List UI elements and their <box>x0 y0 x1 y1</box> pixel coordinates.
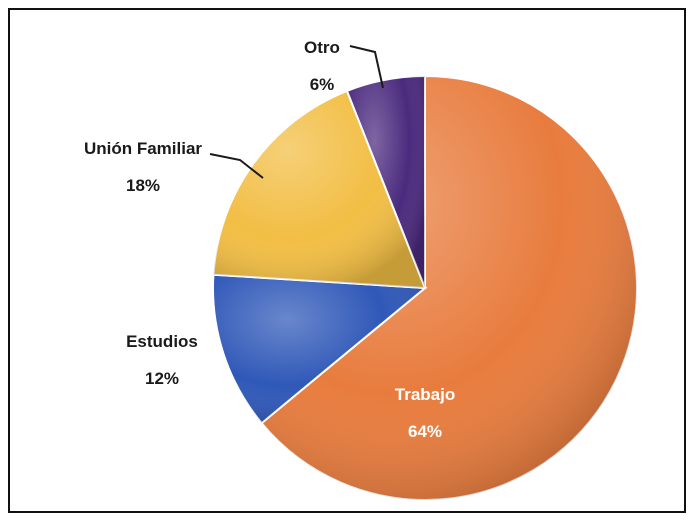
slice-value-estudios: 12% <box>145 369 179 388</box>
pie-slice-shading-trabajo <box>261 76 638 500</box>
leader-line-otro <box>349 45 384 89</box>
pie-slice-shading-otro <box>346 76 425 288</box>
leader-line-unión-familiar <box>209 153 264 179</box>
slice-value-otro: 6% <box>310 75 335 94</box>
pie-slice-shading-unión-familiar <box>213 90 425 288</box>
slice-label-unión-familiar: Unión Familiar <box>84 139 202 158</box>
slice-label-otro: Otro <box>304 38 340 57</box>
slice-label-trabajo: Trabajo <box>395 385 455 404</box>
pie-slice-shading-estudios <box>213 274 425 424</box>
slice-label-estudios: Estudios <box>126 332 198 351</box>
slice-value-unión-familiar: 18% <box>126 176 160 195</box>
slice-value-trabajo: 64% <box>408 422 442 441</box>
